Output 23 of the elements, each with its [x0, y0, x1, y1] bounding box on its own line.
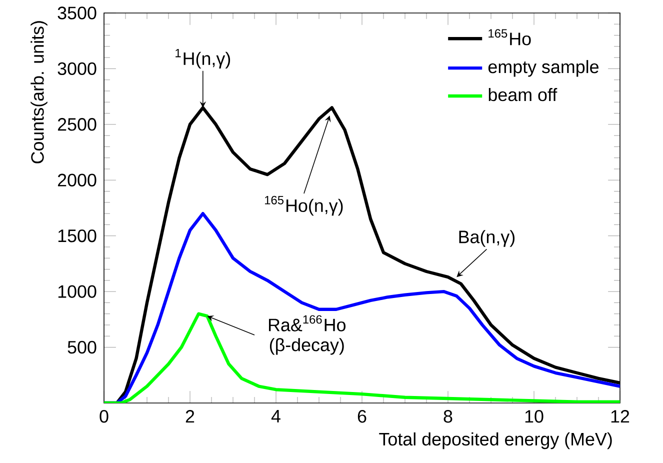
annotation: Ra&$^{166}$Ho (β-decay): [268, 315, 346, 355]
x-tick-label: 4: [271, 410, 280, 422]
legend-label: empty sample: [488, 60, 598, 77]
x-tick-label: 2: [186, 410, 194, 423]
x-axis-title: Total deposited energy (MeV): [379, 432, 612, 450]
y-tick-label: 1500: [58, 229, 96, 242]
annotation: Ba(n,γ): [459, 230, 514, 247]
annotation: $^{1}$H(n,γ): [176, 49, 230, 69]
y-tick-label: 3500: [58, 6, 96, 20]
annotation: $^{165}$Ho(n,γ): [264, 196, 343, 216]
y-tick-label: 2000: [58, 174, 96, 186]
x-tick-label: 8: [444, 410, 452, 423]
legend-label: beam off: [488, 88, 558, 102]
x-tick-label: 6: [358, 410, 366, 423]
legend-label: $^{165}$Ho: [488, 29, 531, 46]
y-tick-label: 1000: [58, 285, 96, 298]
x-tick-label: 0: [100, 410, 108, 423]
y-tick-label: 2500: [58, 118, 96, 131]
y-tick-label: 500: [68, 340, 96, 354]
y-axis-title: Counts(arb. units): [30, 21, 48, 164]
y-tick-label: 3000: [58, 62, 96, 76]
x-tick-label: 10: [525, 410, 544, 423]
x-tick-label: 12: [611, 410, 630, 423]
